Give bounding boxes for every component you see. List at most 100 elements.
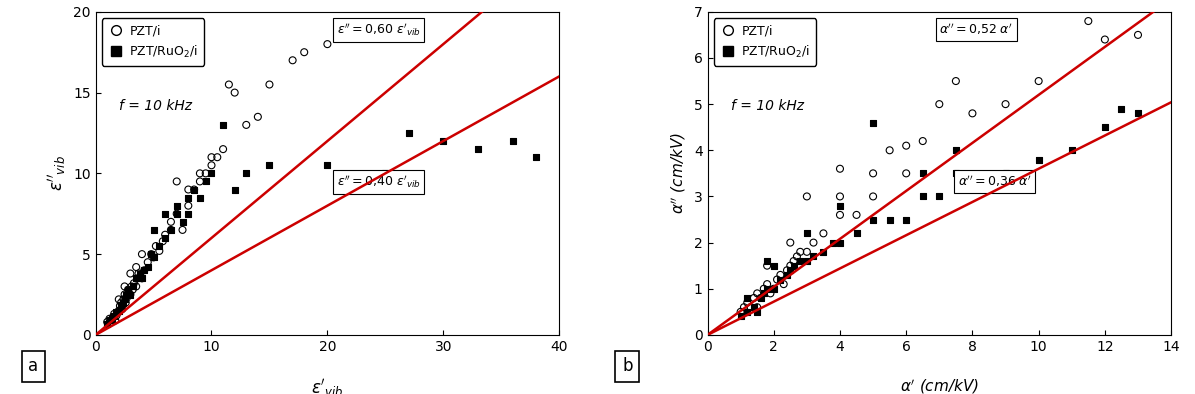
Point <box>774 281 793 287</box>
Point <box>127 283 146 290</box>
Point <box>225 89 244 96</box>
Point <box>880 216 899 223</box>
Point <box>791 258 810 264</box>
Point <box>142 251 161 257</box>
Point <box>184 186 203 193</box>
Point <box>111 299 130 306</box>
Point <box>149 243 168 249</box>
Point <box>434 138 453 144</box>
Point <box>214 122 233 128</box>
Point <box>173 219 192 225</box>
Point <box>196 178 215 184</box>
Point <box>758 258 777 264</box>
Point <box>121 292 140 298</box>
Point <box>115 292 134 298</box>
Point <box>946 170 966 177</box>
Point <box>179 210 198 217</box>
Point <box>135 267 154 273</box>
Point <box>105 312 124 319</box>
Point <box>791 249 810 255</box>
Point <box>758 262 777 269</box>
Point <box>100 317 120 323</box>
Point <box>122 283 141 290</box>
Point <box>133 275 152 281</box>
Point <box>130 270 149 277</box>
Point <box>864 216 883 223</box>
Point <box>750 295 770 301</box>
Point <box>963 110 982 117</box>
Point <box>114 296 133 303</box>
Point <box>764 286 783 292</box>
Point <box>111 303 130 309</box>
Text: $\varepsilon'' = 0{,}60\; \varepsilon'_{vib}$: $\varepsilon'' = 0{,}60\; \varepsilon'_{… <box>337 22 421 38</box>
Point <box>214 146 233 152</box>
Point <box>196 170 215 177</box>
Point <box>896 143 915 149</box>
Point <box>139 264 158 270</box>
Point <box>864 193 883 200</box>
Point <box>804 253 823 260</box>
Point <box>399 130 418 136</box>
Point <box>731 309 750 315</box>
Point <box>208 154 227 160</box>
Text: $\varepsilon'_{vib}$: $\varepsilon'_{vib}$ <box>311 377 344 394</box>
Point <box>149 248 168 254</box>
Point <box>788 253 807 260</box>
Point <box>750 295 770 301</box>
Point <box>741 304 760 310</box>
Point <box>797 258 816 264</box>
Point <box>143 227 163 233</box>
Point <box>527 154 546 160</box>
Point <box>104 314 123 320</box>
Point <box>127 275 146 281</box>
Point <box>864 170 883 177</box>
Point <box>823 240 842 246</box>
Text: a: a <box>29 357 38 375</box>
Point <box>1096 36 1115 43</box>
Point <box>124 280 143 286</box>
Point <box>731 313 750 320</box>
Point <box>103 316 122 322</box>
Point <box>117 295 136 301</box>
Point <box>831 212 850 218</box>
Point <box>754 290 773 297</box>
Point <box>167 178 186 184</box>
Point <box>102 317 121 323</box>
Point <box>784 262 803 269</box>
Point <box>1029 78 1048 84</box>
Point <box>963 184 982 190</box>
Point <box>202 154 221 160</box>
Point <box>259 82 278 88</box>
Text: b: b <box>623 357 632 375</box>
Text: $\varepsilon'' = 0{,}40\; \varepsilon'_{vib}$: $\varepsilon'' = 0{,}40\; \varepsilon'_{… <box>337 173 421 190</box>
Point <box>167 210 186 217</box>
Point <box>184 186 203 193</box>
Point <box>283 57 302 63</box>
Point <box>735 304 754 310</box>
Point <box>114 299 133 306</box>
Point <box>118 286 137 293</box>
Point <box>106 312 125 319</box>
Point <box>190 170 209 177</box>
Point <box>896 170 915 177</box>
Point <box>167 210 186 217</box>
Point <box>930 193 949 200</box>
Point <box>375 170 394 177</box>
Point <box>116 299 135 306</box>
Point <box>146 243 165 249</box>
Point <box>190 178 209 184</box>
Point <box>913 193 932 200</box>
Point <box>161 227 180 233</box>
Point <box>737 309 756 315</box>
Text: $\alpha'' = 0{,}52\; \alpha'$: $\alpha'' = 0{,}52\; \alpha'$ <box>939 22 1013 37</box>
Point <box>121 270 140 277</box>
Legend: PZT/i, PZT/RuO$_2$/i: PZT/i, PZT/RuO$_2$/i <box>102 18 204 66</box>
Point <box>831 193 850 200</box>
Text: $\alpha'' = 0{,}36\; \alpha'$: $\alpha'' = 0{,}36\; \alpha'$ <box>958 173 1031 189</box>
Point <box>913 138 932 144</box>
Point <box>831 240 850 246</box>
Point <box>1029 156 1048 163</box>
Legend: PZT/i, PZT/RuO$_2$/i: PZT/i, PZT/RuO$_2$/i <box>713 18 816 66</box>
Point <box>737 295 756 301</box>
Point <box>771 272 790 278</box>
